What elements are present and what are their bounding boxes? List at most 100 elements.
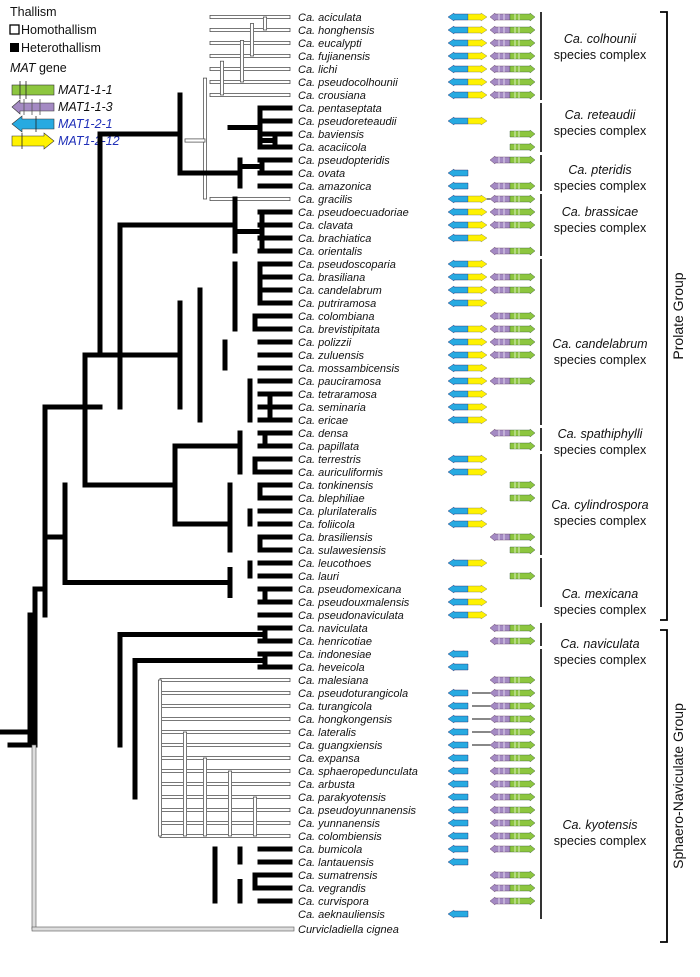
mat1-2-12-gene-icon (467, 38, 488, 48)
taxon-label: Ca. parakyotensis (298, 792, 387, 804)
mat1-2-1-gene-icon (447, 727, 469, 737)
taxon-label: Ca. blephiliae (298, 493, 365, 505)
mat1-1-1-gene-icon (509, 376, 536, 386)
mat1-2-12-gene-icon (467, 558, 488, 568)
mat-locus-diagram (489, 246, 536, 256)
mat1-1-1-gene-icon (509, 12, 536, 22)
species-complex: Ca. cylindrospora species complex (540, 454, 649, 555)
taxon-label: Ca. pseudouxmalensis (298, 597, 410, 609)
mat1-1-1-gene-icon (509, 727, 536, 737)
complex-suffix: species complex (554, 653, 647, 667)
mat1-2-12-gene-icon (467, 324, 488, 334)
group-bracket-line (660, 11, 668, 621)
legend: Thallism Homothallism Heterothallism MAT… (9, 5, 120, 150)
taxon-label: Ca. polizzii (298, 337, 352, 349)
mat1-2-1-gene-icon (447, 857, 469, 867)
mat1-2-1-gene-icon (447, 181, 469, 191)
taxon-row: Ca. brasiliana (298, 272, 536, 284)
mat1-1-1-gene-icon (509, 792, 536, 802)
taxon-row: Ca. eucalypti (298, 38, 536, 50)
mat-locus-diagram (447, 324, 536, 334)
legend-gene-1: MAT1-1-1 (11, 81, 113, 99)
species-complex: Ca. brassicae species complex (540, 194, 647, 256)
mat1-2-1-gene-icon (447, 649, 469, 659)
mat-locus-diagram (489, 532, 536, 542)
legend-gene-label: MAT1-2-1 (58, 117, 113, 131)
mat1-1-1-gene-icon (509, 714, 536, 724)
taxon-row: Ca. ericae (298, 415, 488, 427)
branch-homothallic (249, 23, 254, 57)
mat-locus-diagram (447, 857, 469, 867)
taxon-row: Ca. fujianensis (298, 51, 536, 63)
mat1-2-12-gene-icon (467, 389, 488, 399)
mat1-1-1-gene-icon (509, 441, 536, 451)
branch-homothallic (159, 782, 291, 787)
taxon-label: Ca. crousiana (298, 90, 366, 102)
phylogenetic-tree (0, 14, 295, 932)
group-name: Sphaero-Naviculate Group (670, 703, 686, 869)
mat1-2-12-gene-icon (467, 220, 488, 230)
mat1-1-1-gene-icon (509, 129, 536, 139)
taxon-label: Ca. ovata (298, 168, 345, 180)
taxon-row: Ca. sulawesiensis (298, 545, 536, 557)
taxon-label: Ca. vegrandis (298, 883, 366, 895)
taxon-label: Ca. gracilis (298, 194, 353, 206)
mat-locus-diagram (447, 766, 536, 776)
mat-locus-diagram (447, 415, 488, 425)
mat1-1-1-gene-icon (509, 311, 536, 321)
heterothallism-swatch-icon (10, 43, 19, 52)
outgroup-label: Curvicladiella cignea (298, 924, 399, 936)
mat-locus-diagram (489, 428, 536, 438)
mat1-2-12-gene-icon (467, 90, 488, 100)
mat-locus-diagram (509, 545, 536, 555)
mat1-2-12-gene-icon (467, 51, 488, 61)
complex-name: Ca. candelabrum (552, 337, 647, 351)
taxon-row: Ca. papillata (298, 441, 536, 453)
mat1-2-12-gene-icon (467, 597, 488, 607)
taxon-row: Ca. pseudoscoparia (298, 259, 488, 271)
mat-locus-diagram (447, 909, 469, 919)
mat-locus-diagram (447, 714, 536, 724)
taxon-label: Ca. arbusta (298, 779, 355, 791)
mat1-1-1-gene-icon (509, 155, 536, 165)
mat-locus-diagram (447, 519, 488, 529)
mat1-1-1-gene-icon (509, 831, 536, 841)
mat-locus-diagram (447, 233, 488, 243)
mat-locus-diagram (447, 688, 536, 698)
mat-locus-diagram (447, 662, 469, 672)
species-complex: Ca. kyotensis species complex (540, 649, 647, 919)
legend-thallism-title: Thallism (10, 5, 57, 19)
taxon-label: Ca. yunnanensis (298, 818, 380, 830)
species-complex: Ca. pteridis species complex (540, 155, 647, 193)
mat1-1-1-gene-icon (509, 896, 536, 906)
taxon-label: Ca. naviculata (298, 623, 368, 635)
mat1-2-12-gene-icon (467, 116, 488, 126)
taxon-row: Ca. hongkongensis (298, 714, 536, 726)
species-complex: Ca. candelabrum species complex (540, 259, 648, 425)
taxon-label: Ca. brasiliensis (298, 532, 373, 544)
mat-locus-diagram (447, 467, 488, 477)
taxon-label: Ca. curvispora (298, 896, 369, 908)
mat1-2-1-gene-icon (447, 818, 469, 828)
mat-locus-diagram (447, 272, 536, 282)
branch-homothallic (159, 769, 291, 774)
taxon-label: Ca. terrestris (298, 454, 361, 466)
branch-homothallic (159, 821, 291, 826)
mat1-2-12-gene-icon (467, 298, 488, 308)
taxon-row: Ca. expansa (298, 753, 536, 765)
branch-homothallic (202, 757, 207, 837)
taxon-label: Ca. tetraramosa (298, 389, 377, 401)
mat1-2-1-arrow-icon (11, 115, 55, 133)
mat1-2-12-gene-icon (467, 584, 488, 594)
taxon-row: Ca. parakyotensis (298, 792, 536, 804)
taxon-label: Ca. sphaeropedunculata (298, 766, 418, 778)
mat1-1-1-gene-icon (509, 285, 536, 295)
mat1-2-12-gene-icon (467, 402, 488, 412)
branch-homothallic (252, 796, 257, 837)
mat1-1-1-gene-icon (509, 64, 536, 74)
taxon-label: Ca. indonesiae (298, 649, 371, 661)
taxon-label: Ca. lauri (298, 571, 340, 583)
taxon-label: Ca. leucothoes (298, 558, 372, 570)
legend-heterothallism: Heterothallism (21, 41, 101, 55)
